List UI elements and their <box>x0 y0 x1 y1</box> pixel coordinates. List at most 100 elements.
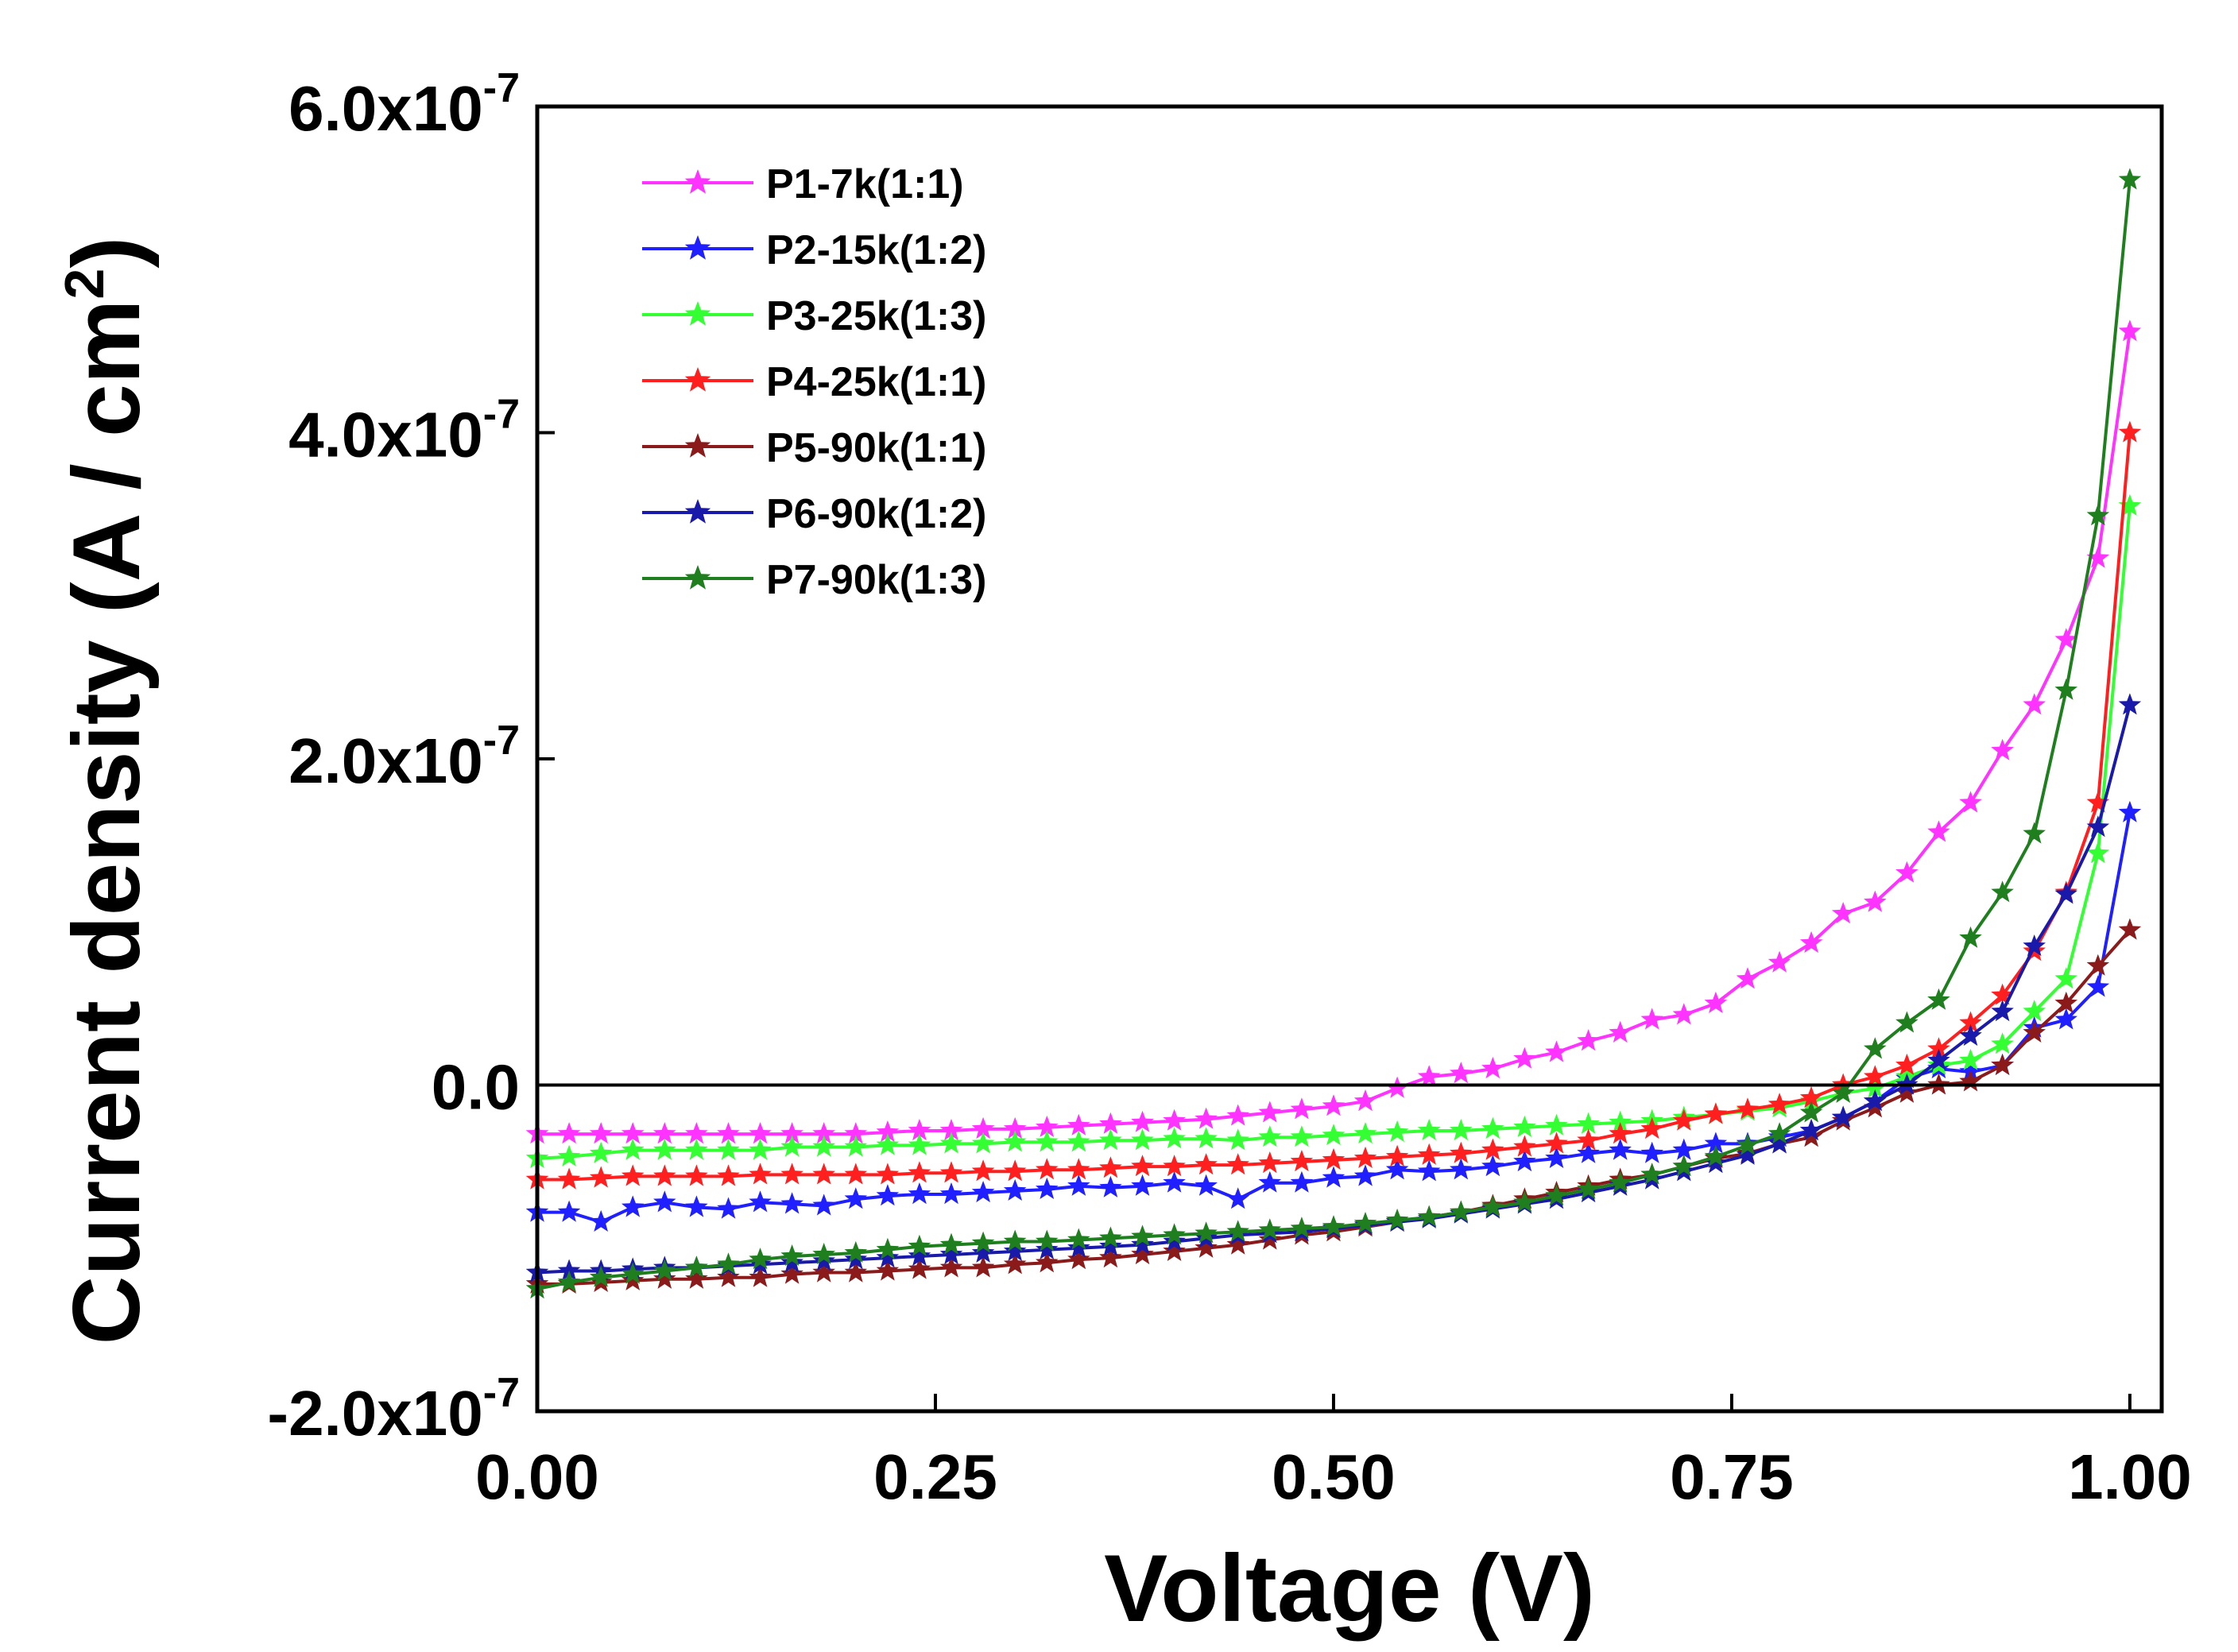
data-point <box>1481 1155 1504 1177</box>
data-point <box>1799 1085 1823 1108</box>
data-point <box>876 1133 900 1155</box>
data-point <box>557 1259 581 1281</box>
data-point <box>1036 1158 1059 1180</box>
data-point <box>2054 1008 2077 1030</box>
x-tick-label: 0.00 <box>475 1441 599 1512</box>
data-point <box>1290 1150 1314 1172</box>
data-point <box>1609 1110 1632 1132</box>
data-point <box>1768 1122 1791 1144</box>
data-point <box>1481 1116 1504 1139</box>
data-point <box>939 1243 963 1265</box>
data-point <box>1672 1003 1696 1025</box>
data-point <box>1577 1112 1600 1134</box>
data-point <box>1704 1151 1728 1174</box>
data-point <box>621 1268 645 1290</box>
data-point <box>1864 1096 1887 1118</box>
data-point <box>589 1122 613 1144</box>
series-line <box>536 704 2132 1275</box>
data-point <box>2023 1020 2046 1043</box>
data-point <box>589 1209 613 1232</box>
data-point <box>908 1234 931 1256</box>
data-point <box>2086 815 2110 838</box>
series-P7-90k(1:3) <box>525 168 2142 1299</box>
data-point <box>1991 1053 2014 1075</box>
legend-label: P3-25k(1:3) <box>766 293 986 339</box>
data-point <box>2086 546 2110 568</box>
legend-marker <box>684 301 711 326</box>
data-point <box>1672 1108 1696 1131</box>
data-point <box>971 1116 995 1139</box>
data-point <box>1226 1232 1249 1255</box>
data-point <box>1067 1113 1090 1136</box>
data-point <box>653 1164 676 1186</box>
data-point <box>717 1138 740 1160</box>
data-point <box>685 1195 708 1217</box>
y-tick-label: 2.0x10-7 <box>288 718 520 796</box>
data-point <box>621 1195 645 1217</box>
x-tick-label: 0.50 <box>1272 1441 1396 1512</box>
data-point <box>780 1192 803 1214</box>
data-point <box>939 1161 963 1183</box>
data-point <box>1895 1081 1919 1103</box>
legend-marker <box>684 433 711 458</box>
data-point <box>1481 1195 1504 1217</box>
legend-item: P6-90k(1:2) <box>642 491 986 537</box>
data-point <box>1704 1102 1728 1124</box>
y-tick-label: 6.0x10-7 <box>288 65 520 144</box>
data-point <box>1895 1053 1919 1075</box>
data-point <box>1099 1175 1122 1197</box>
data-point <box>812 1122 835 1144</box>
data-point <box>1991 880 2014 903</box>
data-point <box>1195 1174 1218 1196</box>
data-point <box>557 1167 581 1190</box>
y-tick-mantissa: 6.0x10 <box>288 73 483 144</box>
data-point <box>1322 1147 1346 1170</box>
data-point <box>653 1190 676 1213</box>
data-point <box>621 1138 645 1160</box>
data-point <box>939 1255 963 1278</box>
y-tick-label: 0.0 <box>432 1052 520 1123</box>
data-point <box>1003 1130 1027 1152</box>
data-point <box>908 1257 931 1279</box>
data-point <box>908 1133 931 1155</box>
data-point <box>1067 1236 1090 1258</box>
data-point <box>1450 1141 1473 1163</box>
data-point <box>1991 738 2014 760</box>
data-point <box>1195 1127 1218 1149</box>
data-point <box>1545 1132 1568 1154</box>
legend-item: P7-90k(1:3) <box>642 557 986 603</box>
data-point <box>1991 1000 2014 1022</box>
data-point <box>685 1164 708 1186</box>
data-point <box>1131 1243 1154 1265</box>
data-point <box>2118 420 2142 443</box>
data-point <box>1609 1138 1632 1160</box>
data-point <box>1195 1221 1218 1244</box>
data-point <box>844 1135 868 1157</box>
data-point <box>1163 1127 1186 1149</box>
data-point <box>749 1265 772 1287</box>
data-point <box>589 1265 613 1287</box>
data-point <box>1768 950 1791 973</box>
data-point <box>717 1265 740 1287</box>
data-point <box>1131 1224 1154 1247</box>
data-point <box>1959 791 1982 813</box>
data-point <box>1417 1159 1441 1182</box>
data-point <box>1322 1166 1346 1188</box>
data-point <box>939 1232 963 1255</box>
series-P6-90k(1:2) <box>525 693 2142 1283</box>
data-point <box>1545 1146 1568 1168</box>
data-point <box>685 1255 708 1278</box>
data-point <box>1353 1122 1377 1144</box>
data-point <box>1640 1008 1663 1030</box>
data-point <box>1864 1065 1887 1087</box>
data-point <box>1927 820 1950 842</box>
data-point <box>812 1249 835 1271</box>
data-point <box>1736 1143 1760 1165</box>
data-point <box>1927 1048 1950 1070</box>
data-point <box>780 1244 803 1267</box>
data-point <box>717 1197 740 1219</box>
data-point <box>1003 1252 1027 1275</box>
data-point <box>2023 822 2046 844</box>
series-layer <box>525 168 2142 1299</box>
data-point <box>1545 1113 1568 1136</box>
